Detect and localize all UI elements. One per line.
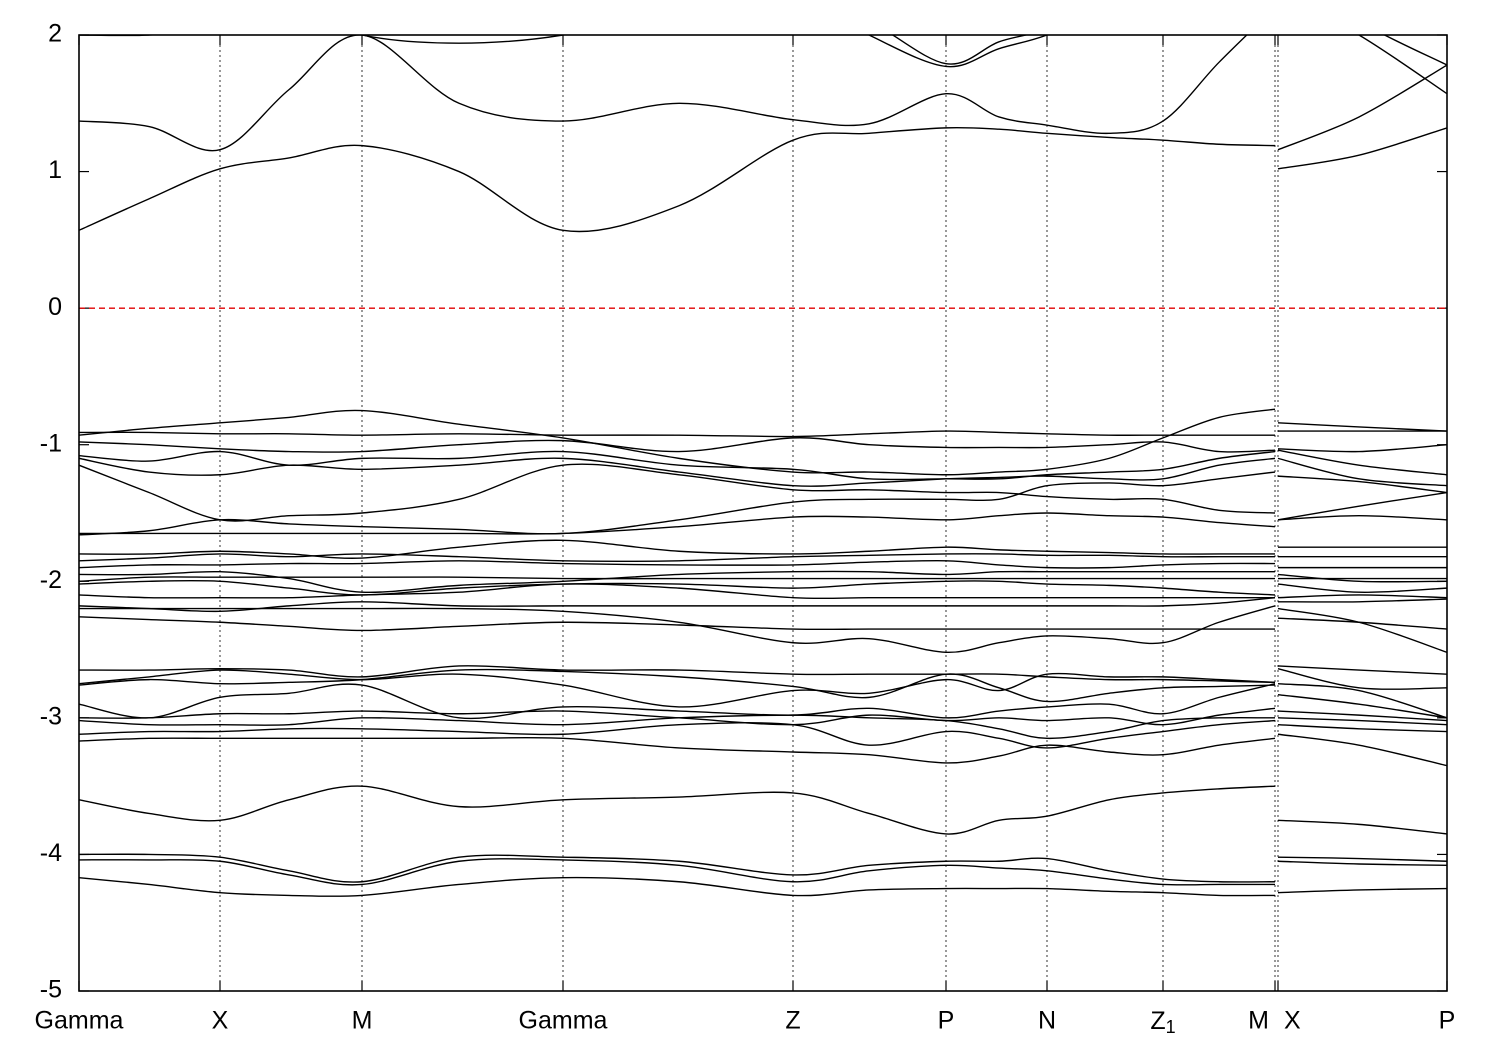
plot-frame [78,34,1448,992]
band-line [79,449,1447,481]
y-tick-label: -5 [40,976,62,1004]
band-line [79,457,1447,487]
band-line [79,668,1447,708]
x-tick-label: X [212,1007,229,1035]
band-line [79,512,1447,535]
x-tick-label: P [1439,1007,1456,1035]
band-line [79,665,1447,684]
band-line [79,858,1447,886]
band-line [79,576,1447,582]
band-line [79,430,1447,438]
x-tick-label: X [1284,1007,1301,1035]
band-line [79,583,1447,600]
y-tick-label: 1 [48,156,62,184]
band-line [79,596,1447,613]
band-line [79,408,1447,476]
y-tick-label: 2 [48,20,62,48]
y-tick-label: 0 [48,293,62,321]
band-line [891,35,1447,66]
x-tick-label: P [938,1007,955,1035]
band-line [79,539,1447,559]
x-tick-label: N [1038,1007,1056,1035]
band-line [79,683,1447,720]
band-line [79,579,1447,596]
band-line [79,719,1447,749]
band-line [79,876,1447,898]
band-line [79,126,1447,233]
bands [79,35,1447,898]
x-tick-label: Z1 [1150,1007,1175,1037]
y-tick-label: -2 [40,566,62,594]
band-line [79,668,1447,719]
band-line [79,733,1447,767]
x-tick-label: M [1248,1007,1269,1035]
band-line [79,553,1447,563]
band-line [79,35,1447,152]
band-line [79,570,1447,594]
x-tick-label: Gamma [519,1007,608,1035]
x-tick-label: Gamma [35,1007,124,1035]
x-tick-label: M [352,1007,373,1035]
band-line [79,785,1447,835]
band-line [79,471,1447,536]
x-tick-label: Z [785,1007,800,1035]
y-tick-label: -4 [40,839,62,867]
y-tick-label: -1 [40,429,62,457]
band-line [79,714,1447,740]
band-line [79,463,1447,522]
band-line [79,437,1447,453]
band-line [79,616,1447,632]
y-tick-label: -3 [40,702,62,730]
band-line [79,560,1447,569]
band-line [79,853,1447,883]
